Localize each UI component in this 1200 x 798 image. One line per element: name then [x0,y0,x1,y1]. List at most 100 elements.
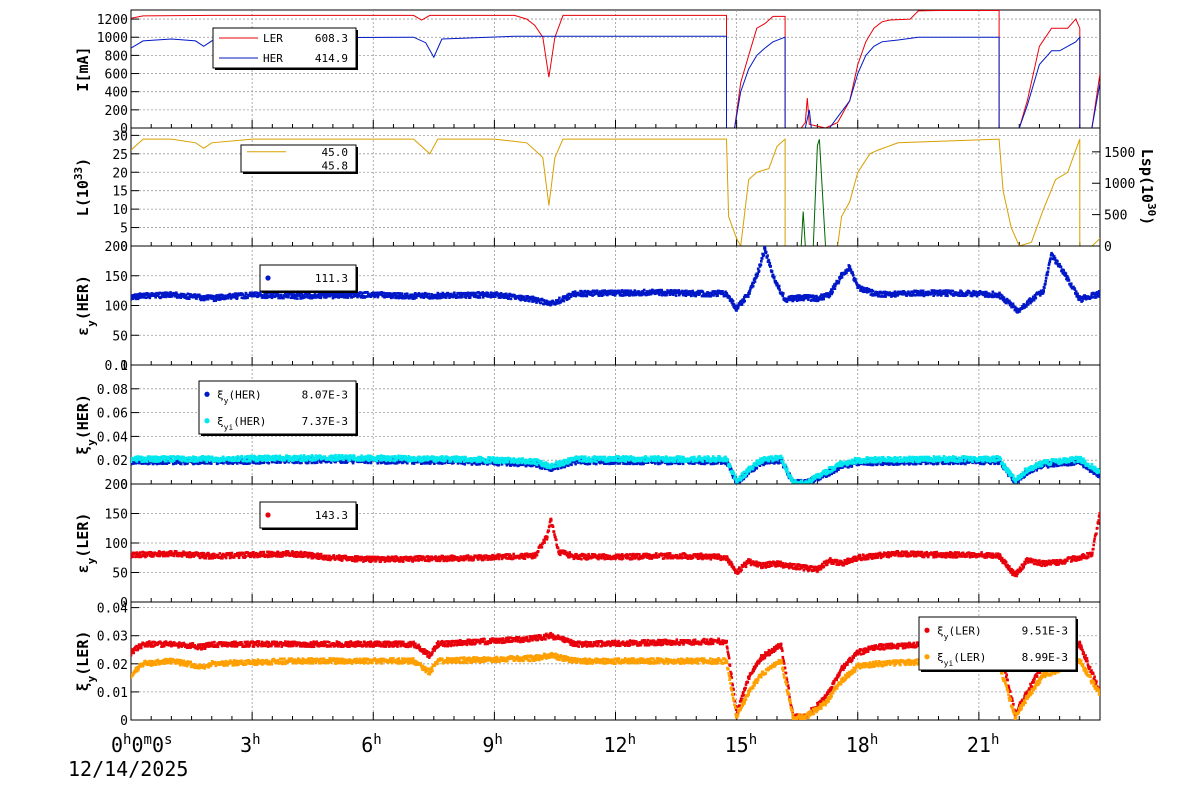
data-point [331,296,335,300]
data-point [606,293,609,297]
right-tick-label: 0 [1104,240,1112,255]
data-point [436,291,440,295]
data-point [574,462,577,466]
data-point [179,461,183,464]
data-point [164,295,168,299]
data-point [160,455,163,459]
data-point [585,292,589,296]
data-point [618,462,622,465]
data-point [581,291,585,295]
data-point [770,270,774,273]
data-point [787,295,791,299]
data-point [486,295,489,298]
data-point [686,293,689,296]
data-point [709,294,713,298]
data-point [713,461,716,465]
data-point [398,292,401,295]
y-tick-label: 0.04 [97,430,128,445]
data-point [899,292,902,296]
data-point [1072,463,1076,466]
data-point [722,291,725,295]
data-point [380,291,384,294]
data-point [777,286,781,290]
data-point [1017,479,1020,483]
data-point [205,462,209,465]
data-point [1045,464,1049,467]
data-point [441,462,444,465]
data-point [908,462,912,465]
data-point [594,462,598,466]
data-point [964,462,967,466]
legend-box [240,144,357,173]
data-point [926,462,930,465]
data-point [315,461,319,464]
data-point [959,462,963,466]
data-point [866,290,869,293]
data-point [356,295,359,299]
data-point [975,291,978,294]
data-point [397,296,401,300]
data-point [645,293,648,297]
data-point [560,299,564,302]
y-tick-label: 600 [105,68,128,83]
data-point [822,297,825,301]
data-point [438,296,442,300]
y-tick-label: 20 [112,166,128,181]
data-point [531,464,534,468]
data-point [441,291,445,295]
data-point [298,292,301,295]
data-point [264,294,268,297]
data-point [136,297,140,301]
data-point [953,461,957,465]
data-point [951,289,955,293]
data-point [1016,311,1019,314]
data-point [715,292,719,295]
data-point [570,463,573,467]
data-point [907,290,910,293]
data-point [693,462,696,465]
legend-value: 608.3 [315,32,348,45]
data-point [714,290,718,293]
data-point [918,293,922,297]
data-point [1035,469,1038,472]
data-point [153,456,156,459]
data-point [202,456,206,459]
data-point [632,293,635,297]
data-point [1044,282,1047,286]
data-point [1056,262,1060,266]
data-point [241,293,244,296]
data-point [155,462,159,466]
data-point [445,296,448,299]
data-point [756,267,760,271]
data-point [1025,473,1029,476]
data-point [1055,464,1058,468]
data-point [716,461,719,465]
data-point [445,294,449,297]
data-point [162,295,165,299]
data-point [821,293,824,297]
data-point [628,462,632,466]
data-point [243,458,247,461]
data-point [845,271,848,275]
data-point [210,455,214,459]
data-point [594,289,597,293]
data-point [989,461,993,465]
data-point [485,291,488,294]
data-point [1066,277,1070,281]
data-point [290,293,293,296]
data-point [420,462,423,465]
data-point [794,294,797,298]
data-point [396,292,400,295]
data-point [1098,473,1100,476]
data-point [1059,265,1063,269]
data-point [723,294,727,298]
data-point [898,462,901,466]
data-point [154,294,158,298]
data-point [933,462,936,465]
data-point [398,461,401,464]
data-point [882,295,885,298]
data-point [812,298,815,302]
data-point [706,291,710,294]
data-point [834,284,837,288]
